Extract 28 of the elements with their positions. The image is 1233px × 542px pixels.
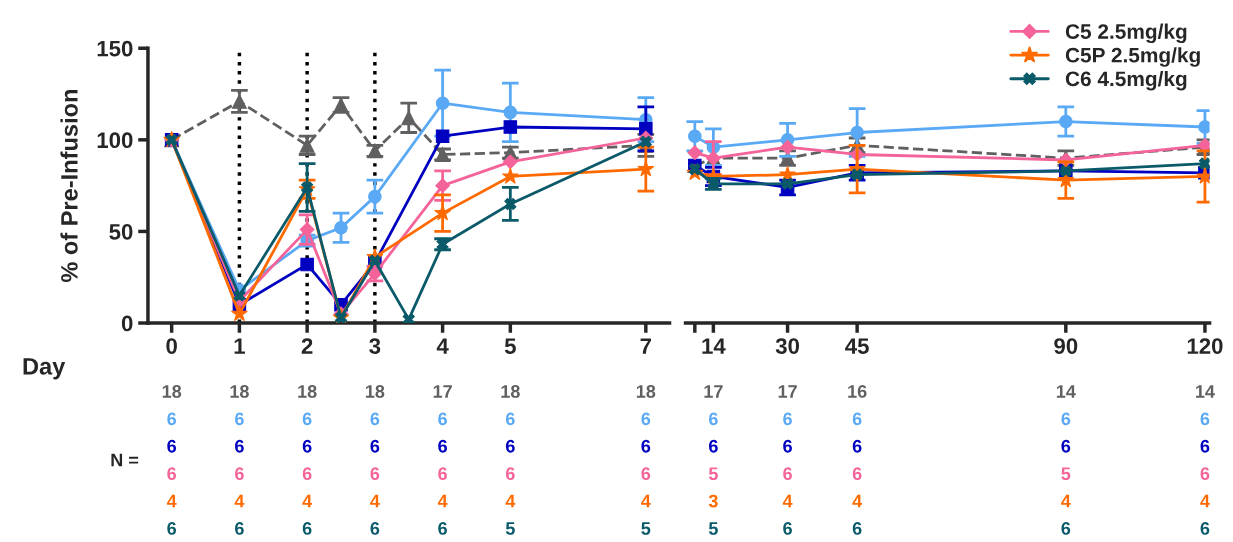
text: N = [111, 453, 139, 467]
y-tick-label: 50 [109, 223, 133, 240]
x-tick-label: 90 [1054, 338, 1078, 354]
x-tick-label: 45 [845, 338, 869, 354]
legend-label: C5 2.5mg/kg [1065, 23, 1187, 44]
text: 6 6 6 6 6 5 5 5 6 6 6 6 [167, 522, 1210, 535]
text: 6 6 6 6 6 6 6 5 6 6 5 6 [167, 467, 1210, 481]
legend-label: C6 4.5mg/kg [1065, 70, 1187, 91]
x-axis-title: Day [23, 358, 66, 380]
text: 18 18 18 18 17 18 18 17 17 16 14 14 [162, 385, 1215, 398]
x-tick-label: 30 [775, 338, 800, 354]
text: 4 4 4 4 4 4 4 3 4 4 4 4 [166, 494, 1210, 508]
y-tick-label: 150 [97, 40, 133, 57]
y-tick-label: 0 [121, 315, 133, 332]
x-tick-label: 2 [301, 338, 313, 354]
x-tick-label: 4 [436, 338, 449, 354]
x-tick-label: 120 [1187, 338, 1223, 354]
y-tick-label: 100 [97, 132, 133, 149]
text: 6 6 6 6 6 6 6 6 6 6 6 6 [167, 439, 1210, 453]
x-tick-label: 0 [166, 338, 177, 354]
x-tick-label: 3 [369, 338, 381, 354]
x-tick-label: 14 [702, 338, 726, 354]
y-axis-title: % of Pre-Infusion [60, 90, 78, 283]
x-tick-label: 5 [504, 338, 516, 354]
x-tick-label: 7 [640, 338, 652, 354]
legend-label: C5P 2.5mg/kg [1065, 47, 1200, 67]
x-tick-label: 1 [234, 338, 245, 354]
text: 6 6 6 6 6 6 6 6 6 6 6 6 [167, 412, 1210, 426]
